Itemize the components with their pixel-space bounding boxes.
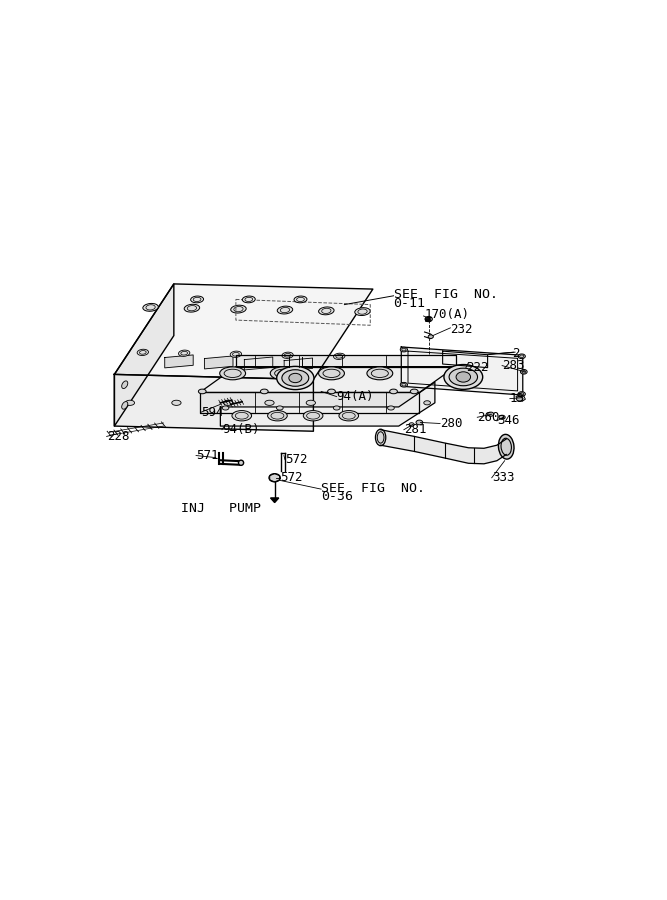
Polygon shape [165,355,193,368]
Polygon shape [199,366,456,392]
Polygon shape [115,284,174,426]
Ellipse shape [260,389,268,394]
Text: 0-11: 0-11 [394,296,426,310]
Ellipse shape [376,429,386,445]
Ellipse shape [488,412,494,416]
Ellipse shape [121,381,128,389]
Ellipse shape [388,406,394,410]
Ellipse shape [289,374,301,382]
Ellipse shape [282,370,309,386]
Ellipse shape [424,400,430,405]
Ellipse shape [520,370,527,374]
Ellipse shape [319,367,344,380]
Ellipse shape [444,364,483,390]
Polygon shape [284,358,313,371]
Polygon shape [244,357,273,370]
Ellipse shape [179,350,190,356]
Ellipse shape [499,415,505,419]
Ellipse shape [303,410,323,421]
Text: 572: 572 [285,454,307,466]
Ellipse shape [327,389,336,394]
Ellipse shape [270,367,296,380]
Ellipse shape [222,406,229,410]
Text: 281: 281 [404,423,426,436]
Ellipse shape [277,366,314,390]
Text: 260: 260 [478,410,500,424]
Text: 346: 346 [497,414,520,427]
Ellipse shape [428,335,434,338]
Text: 94(B): 94(B) [222,423,259,436]
Text: 594: 594 [201,406,223,419]
Ellipse shape [456,372,470,382]
Ellipse shape [400,382,408,387]
Ellipse shape [137,349,149,356]
Text: 571: 571 [196,449,219,462]
Polygon shape [271,498,279,502]
Ellipse shape [219,367,245,380]
Text: 2: 2 [512,347,520,360]
Ellipse shape [198,389,206,394]
Ellipse shape [516,396,523,401]
Ellipse shape [334,406,340,410]
Ellipse shape [400,347,408,352]
Ellipse shape [282,352,293,358]
Ellipse shape [143,303,158,311]
Ellipse shape [410,389,418,394]
Ellipse shape [239,460,243,465]
Ellipse shape [518,354,526,358]
Ellipse shape [269,473,280,482]
Ellipse shape [276,406,283,410]
Polygon shape [115,284,373,380]
Polygon shape [205,356,233,369]
Ellipse shape [334,353,345,359]
Text: 94(A): 94(A) [337,390,374,403]
Text: 572: 572 [280,472,302,484]
Polygon shape [236,356,456,366]
Text: 170(A): 170(A) [425,309,470,321]
Polygon shape [402,347,523,395]
Text: 13: 13 [510,392,525,405]
Ellipse shape [409,423,414,427]
Polygon shape [115,374,313,431]
Ellipse shape [191,296,203,302]
Ellipse shape [425,317,432,321]
Ellipse shape [172,400,181,405]
Polygon shape [381,429,506,464]
Text: 333: 333 [492,472,514,484]
Ellipse shape [319,307,334,315]
Ellipse shape [121,401,128,410]
Ellipse shape [416,420,423,425]
Text: 283: 283 [502,359,524,372]
Ellipse shape [125,400,135,405]
Ellipse shape [355,308,370,316]
Text: 0-36: 0-36 [321,491,353,503]
Text: 222: 222 [466,361,488,374]
Ellipse shape [518,392,526,396]
Text: 232: 232 [450,323,473,336]
Ellipse shape [184,304,199,312]
Text: SEE  FIG  NO.: SEE FIG NO. [394,288,498,301]
Ellipse shape [367,367,393,380]
Ellipse shape [339,410,359,421]
Ellipse shape [390,389,398,394]
Ellipse shape [267,410,287,421]
Ellipse shape [294,296,307,302]
Text: 228: 228 [107,430,129,443]
Ellipse shape [223,400,233,405]
Ellipse shape [232,410,251,421]
Text: INJ   PUMP: INJ PUMP [181,502,261,516]
Polygon shape [199,392,420,413]
Polygon shape [220,382,435,426]
Ellipse shape [242,296,255,302]
Ellipse shape [277,306,293,314]
Ellipse shape [306,400,315,405]
Ellipse shape [230,351,241,357]
Ellipse shape [498,435,514,459]
Ellipse shape [449,368,478,386]
Ellipse shape [231,305,246,313]
Text: SEE  FIG  NO.: SEE FIG NO. [321,482,425,495]
Text: 280: 280 [440,417,462,430]
Ellipse shape [265,400,274,405]
